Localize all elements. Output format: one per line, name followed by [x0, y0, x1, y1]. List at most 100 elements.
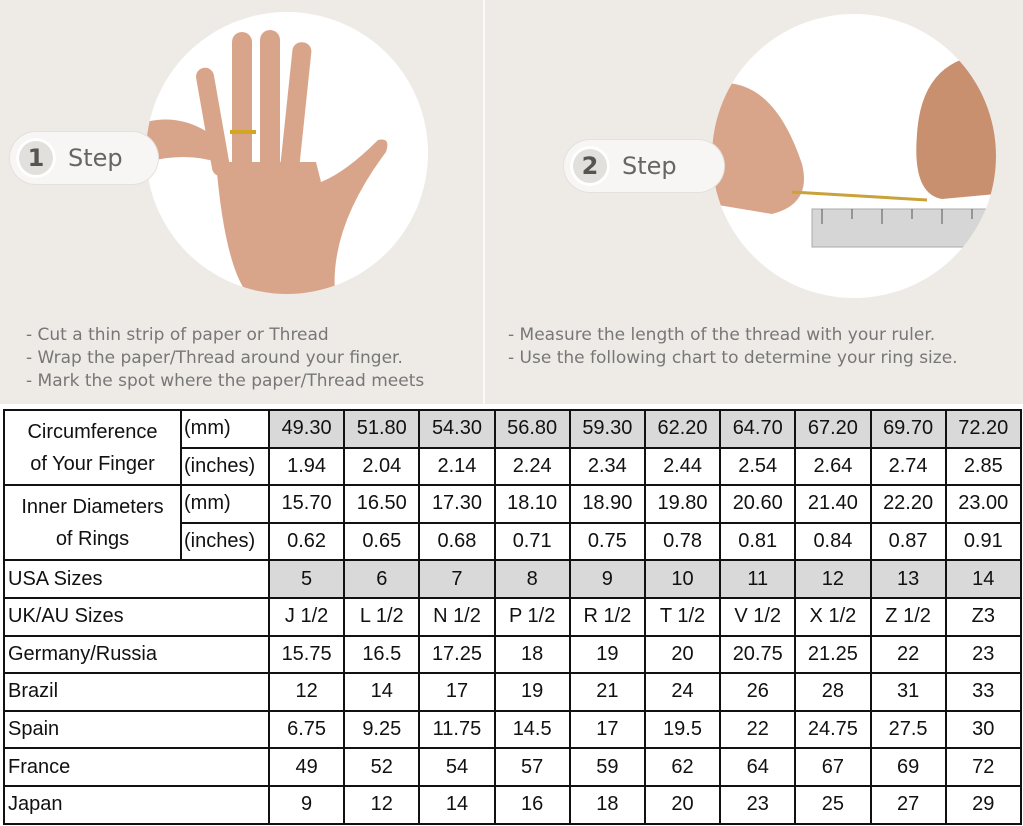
instruction-line: - Mark the spot where the paper/Thread m…: [26, 371, 425, 391]
table-row: (inches) 1.94 2.04 2.14 2.24 2.34 2.44 2.54 2.64…: [4, 446, 1022, 487]
table-cell: 22.20: [869, 484, 947, 524]
country-label: USA Sizes: [3, 559, 270, 599]
table-row: UK/AU Sizes J 1/2 L 1/2 N 1/2 P 1/2 R 1/2 T 1/…: [3, 596, 1022, 637]
table-cell: 9.25: [343, 709, 421, 750]
hand-illustration: [146, 12, 428, 294]
table-cell: 2.54: [719, 446, 797, 487]
step-label: Step: [68, 144, 123, 172]
table-cell: 12: [343, 784, 421, 825]
table-cell: 9: [267, 784, 346, 825]
table-cell: 21: [568, 672, 646, 712]
table-cell: 1.94: [267, 446, 346, 487]
panel-divider: [483, 0, 485, 404]
table-cell: 19: [568, 634, 646, 675]
table-cell: 30: [944, 709, 1022, 750]
table-cell: 20.75: [719, 634, 797, 675]
country-label: Spain: [3, 709, 270, 750]
table-cell: 22: [719, 709, 797, 750]
table-row: Inner Diameters of Rings (mm) 15.70 16.50 17.…: [3, 484, 1022, 562]
table-cell: 72.20: [944, 409, 1022, 449]
table-row: Germany/Russia 15.75 16.5 17.25 18 19 20 20.75 2…: [3, 634, 1022, 675]
country-label: Germany/Russia: [3, 634, 270, 675]
step-2-instructions: - Measure the length of the thread with …: [508, 324, 958, 370]
label-line: Circumference: [27, 420, 158, 443]
country-label: Japan: [3, 784, 270, 825]
table-cell: 2.85: [944, 446, 1022, 487]
instructions-panel: 1 Step - Cut a thin strip of paper or Th…: [0, 0, 1023, 404]
table-cell: 64.70: [719, 409, 797, 449]
table-cell: 29: [944, 784, 1022, 825]
table-cell: 10: [643, 559, 722, 599]
table-cell: 54: [418, 747, 496, 787]
table-cell: 18.10: [493, 484, 571, 524]
table-cell: L 1/2: [343, 596, 421, 637]
circumference-label: Circumference of Your Finger: [3, 408, 182, 487]
instruction-line: - Cut a thin strip of paper or Thread: [26, 325, 329, 345]
ruler-illustration: [712, 14, 996, 298]
table-cell: 0.81: [719, 521, 797, 562]
instruction-line: - Measure the length of the thread with …: [508, 325, 936, 345]
table-row: Spain 6.75 9.25 11.75 14.5 17 19.5 22 24.75 27.5 3…: [3, 709, 1022, 750]
table-cell: N 1/2: [418, 596, 496, 637]
table-cell: 11: [719, 559, 797, 599]
step-label: Step: [622, 152, 677, 180]
table-cell: 27.5: [869, 709, 947, 750]
unit-label: (mm): [180, 484, 270, 524]
table-row: (inches) 0.62 0.65 0.68 0.71 0.75 0.78 0.81 0.84…: [4, 521, 1022, 562]
step-number: 2: [570, 146, 610, 186]
table-cell: 22: [869, 634, 947, 675]
table-cell: 49: [267, 747, 346, 787]
table-cell: 57: [493, 747, 571, 787]
table-cell: 6.75: [267, 709, 346, 750]
unit-label: (inches): [180, 521, 270, 562]
table-cell: 17: [418, 672, 496, 712]
table-cell: 20.60: [719, 484, 797, 524]
table-cell: 6: [343, 559, 421, 599]
country-label: France: [3, 747, 270, 787]
table-cell: 2.44: [643, 446, 722, 487]
table-cell: 23: [719, 784, 797, 825]
step-2-badge: 2 Step: [564, 140, 724, 192]
table-cell: 59: [568, 747, 646, 787]
table-cell: 20: [643, 784, 722, 825]
table-cell: 67: [794, 747, 872, 787]
table-cell: 5: [267, 559, 346, 599]
table-cell: 18: [568, 784, 646, 825]
table-cell: 14: [944, 559, 1022, 599]
table-cell: 24.75: [794, 709, 872, 750]
table-cell: 2.04: [343, 446, 421, 487]
diameter-label: Inner Diameters of Rings: [3, 484, 182, 562]
table-cell: 18.90: [568, 484, 646, 524]
table-cell: 23.00: [944, 484, 1022, 524]
label-line: of Rings: [55, 527, 130, 550]
table-cell: 12: [267, 672, 346, 712]
table-cell: 14: [418, 784, 496, 825]
table-cell: 21.25: [794, 634, 872, 675]
table-cell: X 1/2: [794, 596, 872, 637]
table-cell: 8: [493, 559, 571, 599]
table-cell: 67.20: [794, 409, 872, 449]
table-cell: 2.24: [493, 446, 571, 487]
table-cell: Z3: [944, 596, 1022, 637]
table-cell: 64: [719, 747, 797, 787]
table-cell: 2.34: [568, 446, 646, 487]
table-cell: 12: [794, 559, 872, 599]
table-cell: 19: [493, 672, 571, 712]
label-line: Inner Diameters: [21, 495, 164, 518]
ruler-thread-icon: [712, 54, 996, 248]
table-cell: 11.75: [418, 709, 496, 750]
table-cell: 14.5: [493, 709, 571, 750]
table-cell: 17.30: [418, 484, 496, 524]
table-cell: 51.80: [343, 409, 421, 449]
table-cell: 18: [493, 634, 571, 675]
table-cell: 62.20: [643, 409, 722, 449]
table-cell: 59.30: [568, 409, 646, 449]
table-cell: 25: [794, 784, 872, 825]
table-cell: 20: [643, 634, 722, 675]
table-cell: V 1/2: [719, 596, 797, 637]
table-cell: J 1/2: [267, 596, 346, 637]
table-cell: 16.50: [343, 484, 421, 524]
table-cell: 69: [869, 747, 947, 787]
table-cell: 16.5: [343, 634, 421, 675]
table-cell: 16: [493, 784, 571, 825]
